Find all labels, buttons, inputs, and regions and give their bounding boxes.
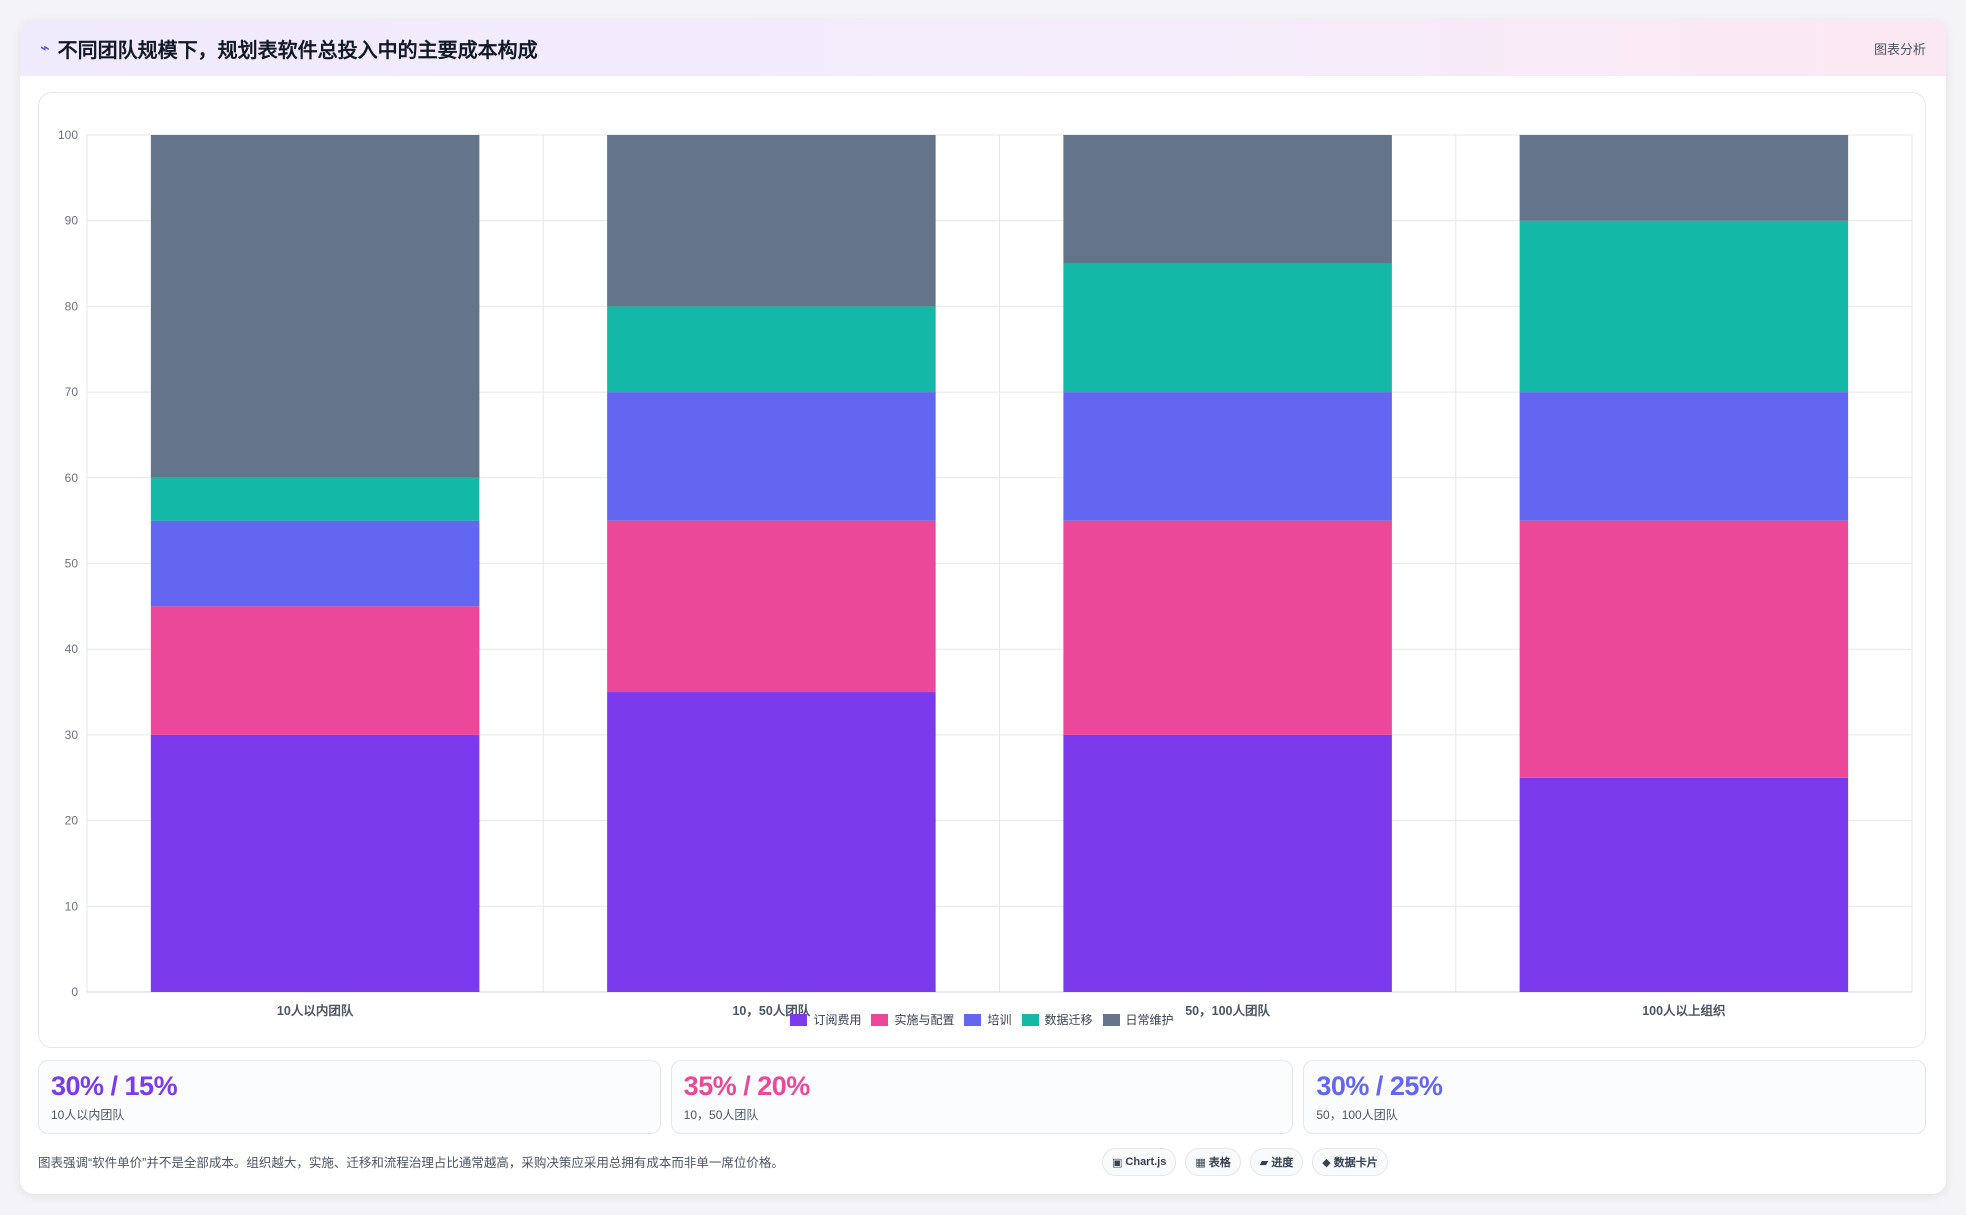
legend-item[interactable]: 订阅费用 xyxy=(790,1011,861,1028)
stat-card: 35% / 20% 10，50人团队 xyxy=(670,1060,1294,1134)
legend-swatch xyxy=(1021,1013,1039,1026)
bar-segment xyxy=(1519,135,1849,221)
stat-value: 30% / 15% xyxy=(51,1071,178,1101)
bar-segment xyxy=(607,692,936,992)
bar-segment xyxy=(1519,777,1849,992)
bar-segment xyxy=(607,306,936,393)
chart-title: 不同团队规模下，规划表软件总投入中的主要成本构成 xyxy=(57,39,538,62)
stat-cards: 30% / 15% 10人以内团队 35% / 20% 10，50人团队 30%… xyxy=(38,1060,1927,1134)
bar-segment xyxy=(1063,392,1392,521)
chip-label: 进度 xyxy=(1271,1157,1294,1169)
progress-icon: ▰ xyxy=(1259,1156,1269,1169)
legend-item[interactable]: 实施与配置 xyxy=(871,1011,954,1028)
legend-label: 订阅费用 xyxy=(813,1013,862,1027)
y-tick-label: 20 xyxy=(65,814,79,828)
chip-label: 表格 xyxy=(1208,1157,1231,1169)
stat-card: 30% / 15% 10人以内团队 xyxy=(38,1060,661,1134)
bar-segment xyxy=(1519,520,1849,778)
chart-card: ⌁ 不同团队规模下，规划表软件总投入中的主要成本构成 图表分析 0 10 20 30 4… xyxy=(20,20,1946,1194)
legend-label: 数据迁移 xyxy=(1044,1013,1093,1027)
legend-label: 实施与配置 xyxy=(894,1013,955,1027)
bar-segment xyxy=(1063,263,1392,393)
bar-segment xyxy=(150,606,480,735)
table-grid-icon: ▦ xyxy=(1195,1156,1206,1169)
legend-swatch xyxy=(1102,1013,1120,1026)
bar-segment xyxy=(150,477,480,521)
analysis-tag: 图表分析 xyxy=(1873,41,1926,57)
chip-table[interactable]: ▦ 表格 xyxy=(1185,1148,1241,1176)
stat-label: 10人以内团队 xyxy=(51,1108,125,1122)
stat-label: 10，50人团队 xyxy=(683,1108,759,1122)
legend-item[interactable]: 培训 xyxy=(964,1011,1012,1028)
bar-segment xyxy=(150,520,480,607)
chip-progress[interactable]: ▰ 进度 xyxy=(1249,1148,1304,1176)
bar-segment xyxy=(1063,135,1392,264)
bar-segment xyxy=(1519,392,1849,521)
bar-segment xyxy=(607,520,936,693)
bar-segment xyxy=(150,135,480,478)
bar-segment xyxy=(1519,220,1849,393)
footer: 图表强调“软件单价”并不是全部成本。组织越大，实施、迁移和流程治理占比通常越高，… xyxy=(38,1146,1926,1180)
x-tick-label: 100人以上组织 xyxy=(1642,1003,1726,1018)
stat-value: 30% / 25% xyxy=(1316,1071,1443,1101)
y-tick-label: 90 xyxy=(65,214,79,228)
x-tick-label: 50，100人团队 xyxy=(1185,1003,1270,1018)
legend-item[interactable]: 日常维护 xyxy=(1102,1011,1174,1028)
legend-label: 日常维护 xyxy=(1125,1013,1174,1027)
bar-segment xyxy=(1063,520,1392,735)
bar-segment xyxy=(150,734,480,992)
y-tick-label: 100 xyxy=(58,128,78,142)
y-tick-label: 80 xyxy=(65,299,79,313)
chip-chartjs[interactable]: ▣ Chart.js xyxy=(1102,1148,1177,1176)
bar-segment xyxy=(607,392,936,521)
footer-note: 图表强调“软件单价”并不是全部成本。组织越大，实施、迁移和流程治理占比通常越高，… xyxy=(38,1156,784,1170)
legend-label: 培训 xyxy=(987,1013,1012,1027)
stat-card: 30% / 25% 50，100人团队 xyxy=(1303,1060,1927,1134)
x-tick-label: 10人以内团队 xyxy=(277,1003,354,1018)
y-tick-label: 70 xyxy=(65,385,79,399)
chart-legend: 订阅费用 实施与配置 培训 数据迁移 日常维护 xyxy=(39,1011,1925,1028)
header-left: ⌁ 不同团队规模下，规划表软件总投入中的主要成本构成 xyxy=(40,34,538,63)
y-tick-label: 10 xyxy=(65,899,79,913)
card-header: ⌁ 不同团队规模下，规划表软件总投入中的主要成本构成 图表分析 xyxy=(20,20,1946,76)
legend-item[interactable]: 数据迁移 xyxy=(1021,1011,1093,1028)
stat-label: 50，100人团队 xyxy=(1316,1108,1398,1122)
chart-box-icon: ▣ xyxy=(1112,1156,1123,1169)
bar-segment xyxy=(1063,734,1392,992)
legend-swatch xyxy=(871,1013,889,1026)
chip-label: Chart.js xyxy=(1125,1156,1167,1168)
chip-label: 数据卡片 xyxy=(1333,1157,1378,1169)
chart-spark-icon: ⌁ xyxy=(40,40,50,57)
feature-chips: ▣ Chart.js ▦ 表格 ▰ 进度 ◆ 数据卡片 xyxy=(1102,1148,1388,1176)
legend-swatch xyxy=(964,1013,982,1026)
y-tick-label: 60 xyxy=(65,471,79,485)
y-tick-label: 50 xyxy=(65,557,79,571)
y-tick-label: 30 xyxy=(65,728,79,742)
stat-value: 35% / 20% xyxy=(683,1071,811,1101)
bar-segment xyxy=(607,135,936,307)
chart-panel: 0 10 20 30 40 50 60 70 80 90 100 10人以内团队 10，50人团队 50，… xyxy=(38,92,1926,1048)
legend-swatch xyxy=(790,1013,808,1026)
chip-data-card[interactable]: ◆ 数据卡片 xyxy=(1312,1148,1388,1176)
y-tick-label: 40 xyxy=(65,642,79,656)
y-tick-label: 0 xyxy=(71,985,78,999)
diamond-icon: ◆ xyxy=(1322,1156,1331,1169)
